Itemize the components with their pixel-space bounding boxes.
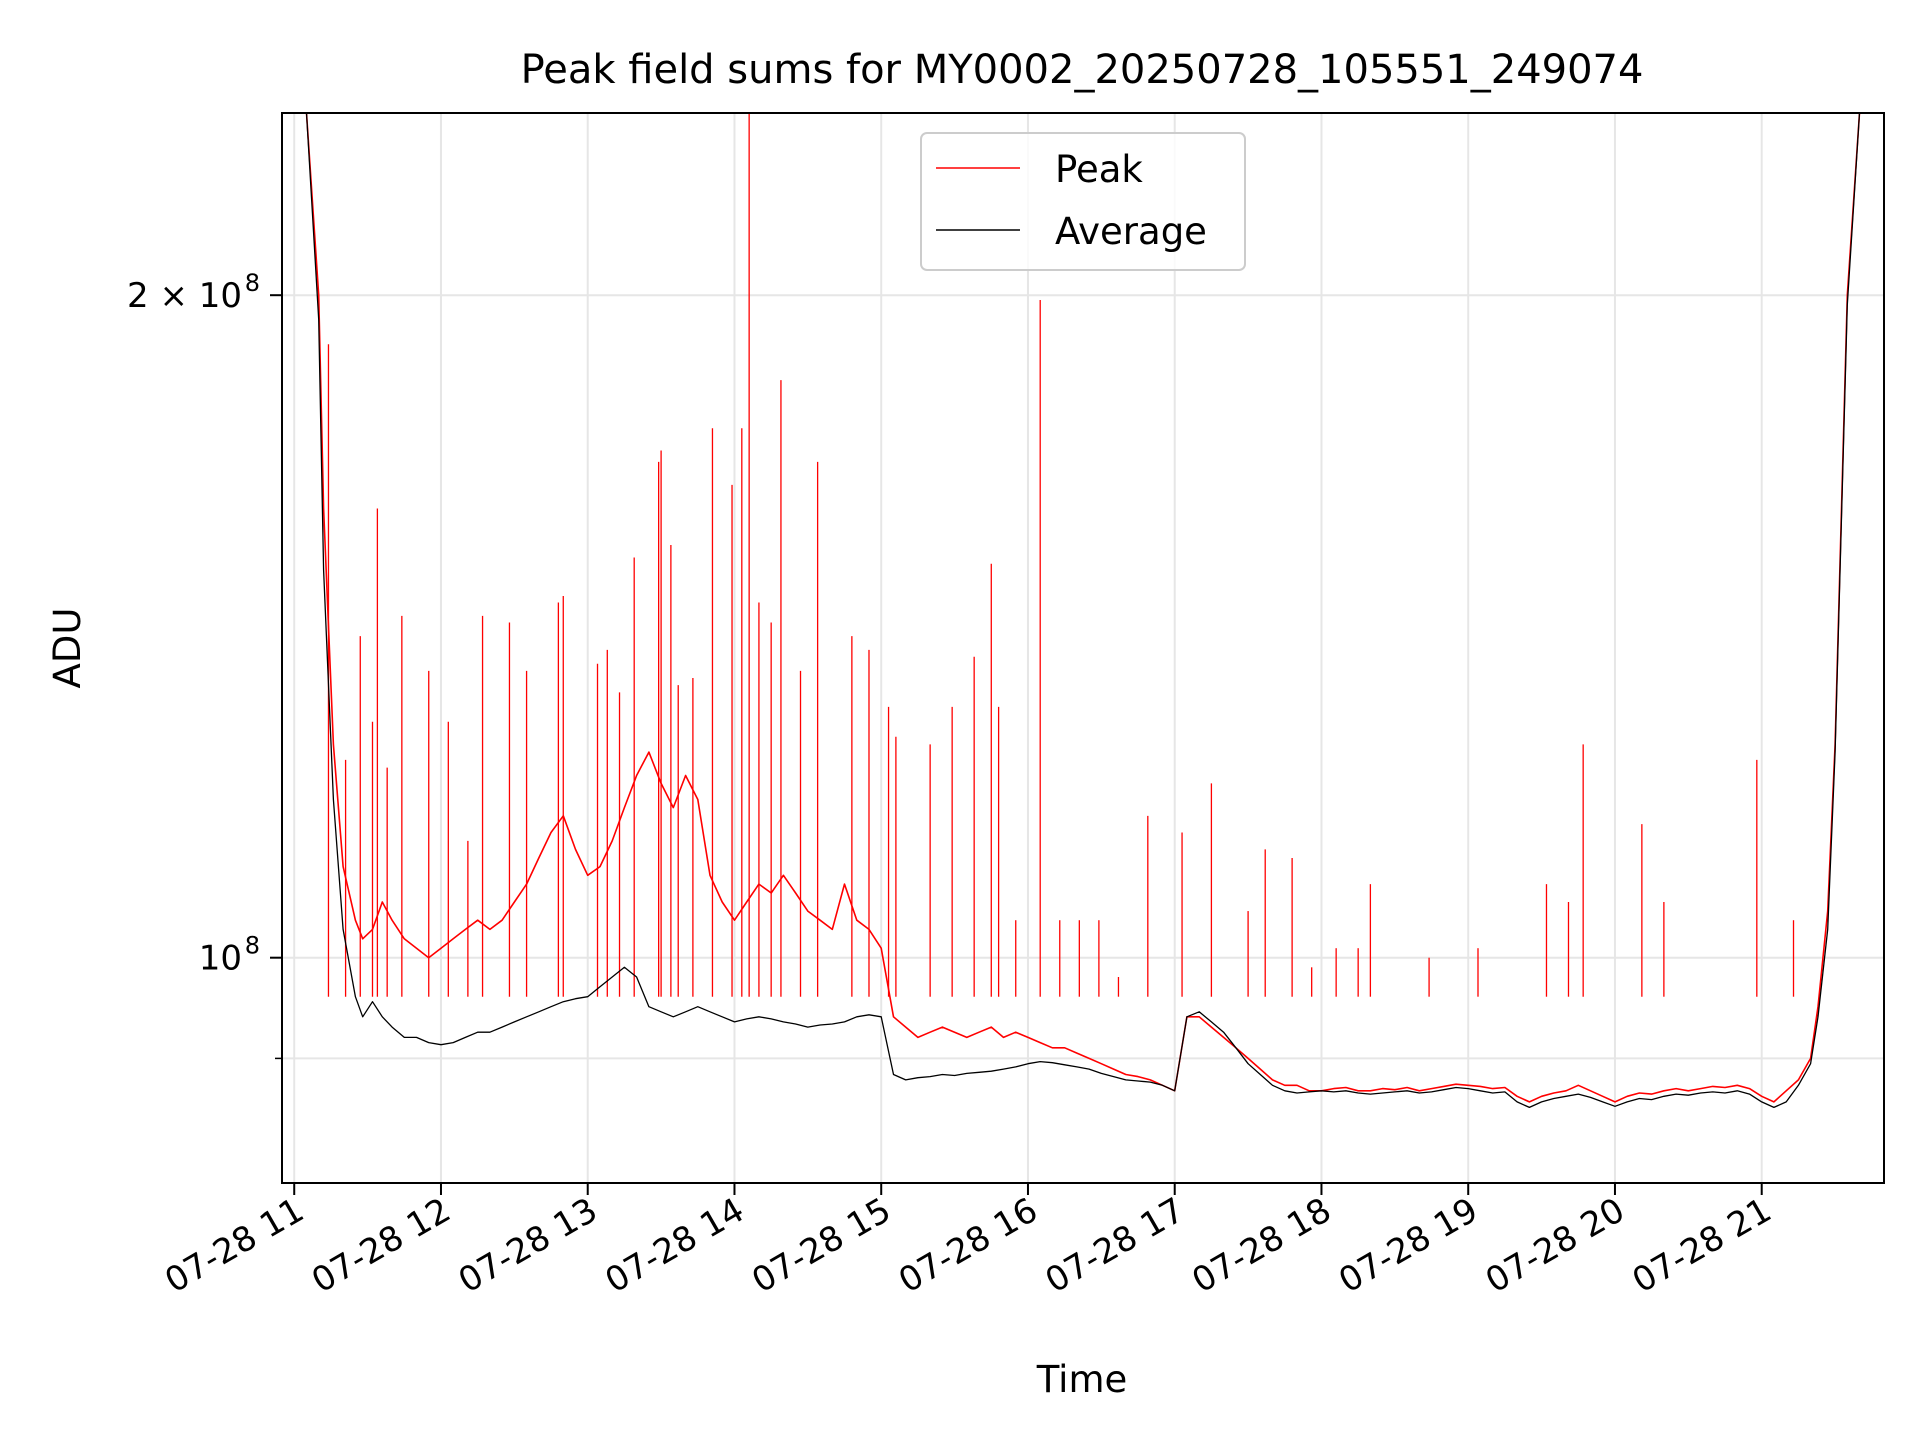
y-tick-exponent: 8 [245, 269, 260, 297]
y-axis-label: ADU [46, 608, 89, 689]
y-tick-exponent: 8 [245, 932, 260, 960]
y-tick-label: 10 [199, 939, 242, 979]
chart-title: Peak field sums for MY0002_20250728_1055… [521, 47, 1644, 93]
series-line-average [282, 113, 1884, 1109]
legend-label-average: Average [1055, 210, 1207, 253]
y-axis: 10 82 × 10 8 [127, 269, 282, 1060]
plot-area [282, 113, 1884, 1109]
axes-frame [281, 112, 1885, 1184]
legend: Peak Average [920, 132, 1246, 271]
legend-label-peak: Peak [1055, 148, 1143, 191]
series-line-peak [282, 113, 1884, 1103]
y-tick-label: 2 × 10 [127, 276, 242, 316]
x-axis-label: Time [1036, 1358, 1128, 1401]
grid [282, 113, 1884, 1183]
